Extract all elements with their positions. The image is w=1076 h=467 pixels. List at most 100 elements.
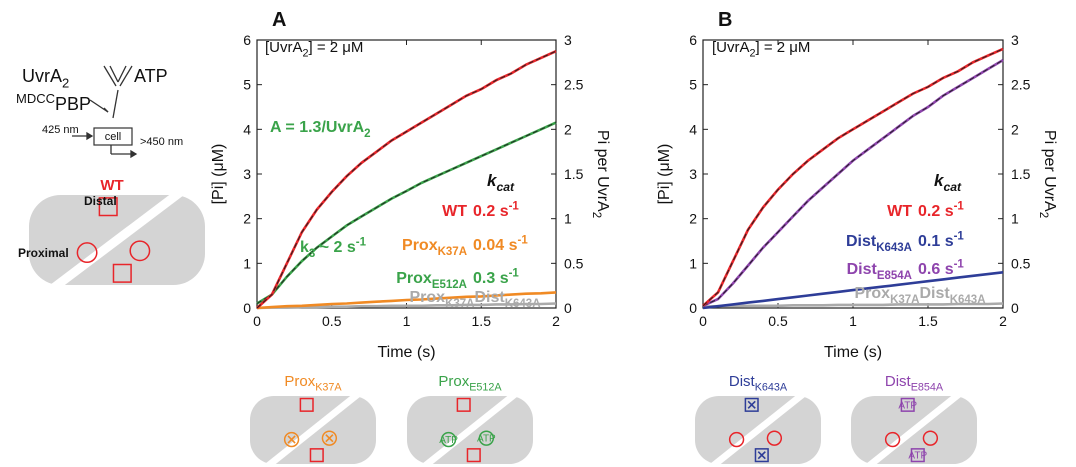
legend-kcat: 0.3 s-1 (473, 268, 519, 287)
mutant-title: DistE854A (885, 373, 944, 394)
y2-tick-label: 3 (564, 32, 572, 48)
y2-tick-label: 3 (1011, 32, 1019, 48)
y2-tick-label: 0 (1011, 300, 1019, 316)
y-tick-label: 1 (689, 255, 697, 271)
y2-axis-title: Pi per UvrA2 (1037, 130, 1058, 218)
mutant-title: ProxK37A (284, 373, 342, 394)
x-tick-label: 0 (253, 313, 261, 329)
proximal-site (728, 431, 745, 448)
proximal-site (321, 430, 338, 446)
cassette-cleft (261, 385, 369, 467)
distal-site (112, 263, 132, 283)
distal-site (309, 448, 324, 463)
y-tick-label: 5 (243, 77, 251, 93)
legend-name: WT (442, 203, 467, 220)
cassette (29, 180, 205, 300)
proximal-site (478, 430, 495, 446)
cell-box (93, 127, 133, 146)
y-axis-title: [Pi] (μM) (656, 144, 673, 205)
x-axis-title: Time (s) (824, 344, 882, 361)
kcat-title: kcat (934, 171, 962, 194)
atp-label: ATP (134, 66, 168, 86)
y2-tick-label: 1.5 (564, 166, 584, 182)
y2-tick-label: 2 (564, 121, 572, 137)
cassette (250, 385, 376, 467)
legend-name: DistK643A (846, 233, 912, 254)
proximal-site (922, 430, 939, 446)
series-line (256, 291, 557, 310)
legend-kcat: 0.6 s-1 (918, 259, 964, 278)
y2-tick-label: 1.5 (1011, 166, 1031, 182)
x-axis-title: Time (s) (377, 344, 435, 361)
uvra-label: UvrA2 (22, 66, 69, 90)
proximal-site (129, 240, 151, 262)
schematic-lines (72, 65, 138, 159)
mutant-title: ProxE512A (438, 373, 502, 394)
cassette (695, 385, 821, 467)
y2-tick-label: 1 (564, 211, 572, 227)
cassette-cleft (40, 180, 194, 300)
cassette: ATP ATP (407, 385, 533, 467)
fit-line (256, 50, 557, 309)
distal-label: Distal (84, 194, 117, 208)
mutant-title: DistK643A (729, 373, 788, 394)
annotation: [UvrA2] = 2 μM (265, 39, 363, 60)
site-knockout (757, 451, 766, 460)
cassette-cleft (862, 385, 970, 467)
site-label: ATP (477, 434, 496, 445)
annotation: k3 ~ 2 s-1 (300, 237, 367, 260)
distal-site (98, 197, 118, 217)
x-tick-label: 0.5 (322, 313, 342, 329)
proximal-site (766, 430, 783, 446)
y2-tick-label: 2 (1011, 121, 1019, 137)
distal-site (900, 397, 915, 412)
y-tick-label: 2 (689, 211, 697, 227)
y-tick-label: 6 (243, 32, 251, 48)
emission-label: >450 nm (140, 136, 183, 148)
x-tick-label: 0.5 (768, 313, 788, 329)
y-tick-label: 0 (689, 300, 697, 316)
wt-title: WT (100, 177, 123, 194)
y-tick-label: 1 (243, 255, 251, 271)
annotation: A = 1.3/UvrA2 (270, 119, 371, 140)
x-tick-label: 2 (552, 313, 560, 329)
fit-line (702, 48, 1004, 307)
kcat-title: kcat (487, 171, 515, 194)
y-tick-label: 3 (243, 166, 251, 182)
distal-site (299, 397, 314, 412)
y2-axis-title: Pi per UvrA2 (590, 130, 611, 218)
cell-label: cell (105, 131, 122, 143)
y-tick-label: 5 (689, 77, 697, 93)
fit-line (256, 122, 557, 304)
site-label: ATP (908, 451, 927, 462)
legend-kcat: 0.04 s-1 (473, 235, 528, 254)
legend-name: ProxK37A (402, 237, 467, 258)
legend-name: DistE854A (847, 261, 912, 282)
x-tick-label: 1.5 (472, 313, 492, 329)
panel-label: A (272, 9, 286, 31)
proximal-site (440, 431, 457, 448)
series-line (702, 271, 1004, 310)
legend-kcat: 0.1 s-1 (918, 231, 964, 250)
y-tick-label: 0 (243, 300, 251, 316)
site-label: ATP (898, 400, 917, 411)
site-knockout (325, 434, 334, 443)
cassette: ATP ATP (851, 385, 977, 467)
site-label: ATP (439, 435, 458, 446)
x-tick-label: 0 (699, 313, 707, 329)
x-tick-label: 2 (999, 313, 1007, 329)
y2-tick-label: 2.5 (1011, 77, 1031, 93)
proximal-site (76, 242, 98, 264)
y-tick-label: 4 (689, 121, 697, 137)
proximal-label: Proximal (18, 246, 69, 260)
distal-site (466, 448, 481, 463)
cassette-cleft (706, 385, 814, 467)
x-tick-label: 1 (849, 313, 857, 329)
series-line (702, 302, 1004, 308)
y-tick-label: 6 (689, 32, 697, 48)
y-axis-title: [Pi] (μM) (210, 144, 227, 205)
proximal-site (283, 431, 300, 448)
x-tick-label: 1.5 (918, 313, 938, 329)
legend-name: WT (887, 203, 912, 220)
